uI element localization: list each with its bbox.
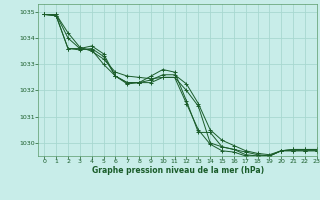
X-axis label: Graphe pression niveau de la mer (hPa): Graphe pression niveau de la mer (hPa)	[92, 166, 264, 175]
